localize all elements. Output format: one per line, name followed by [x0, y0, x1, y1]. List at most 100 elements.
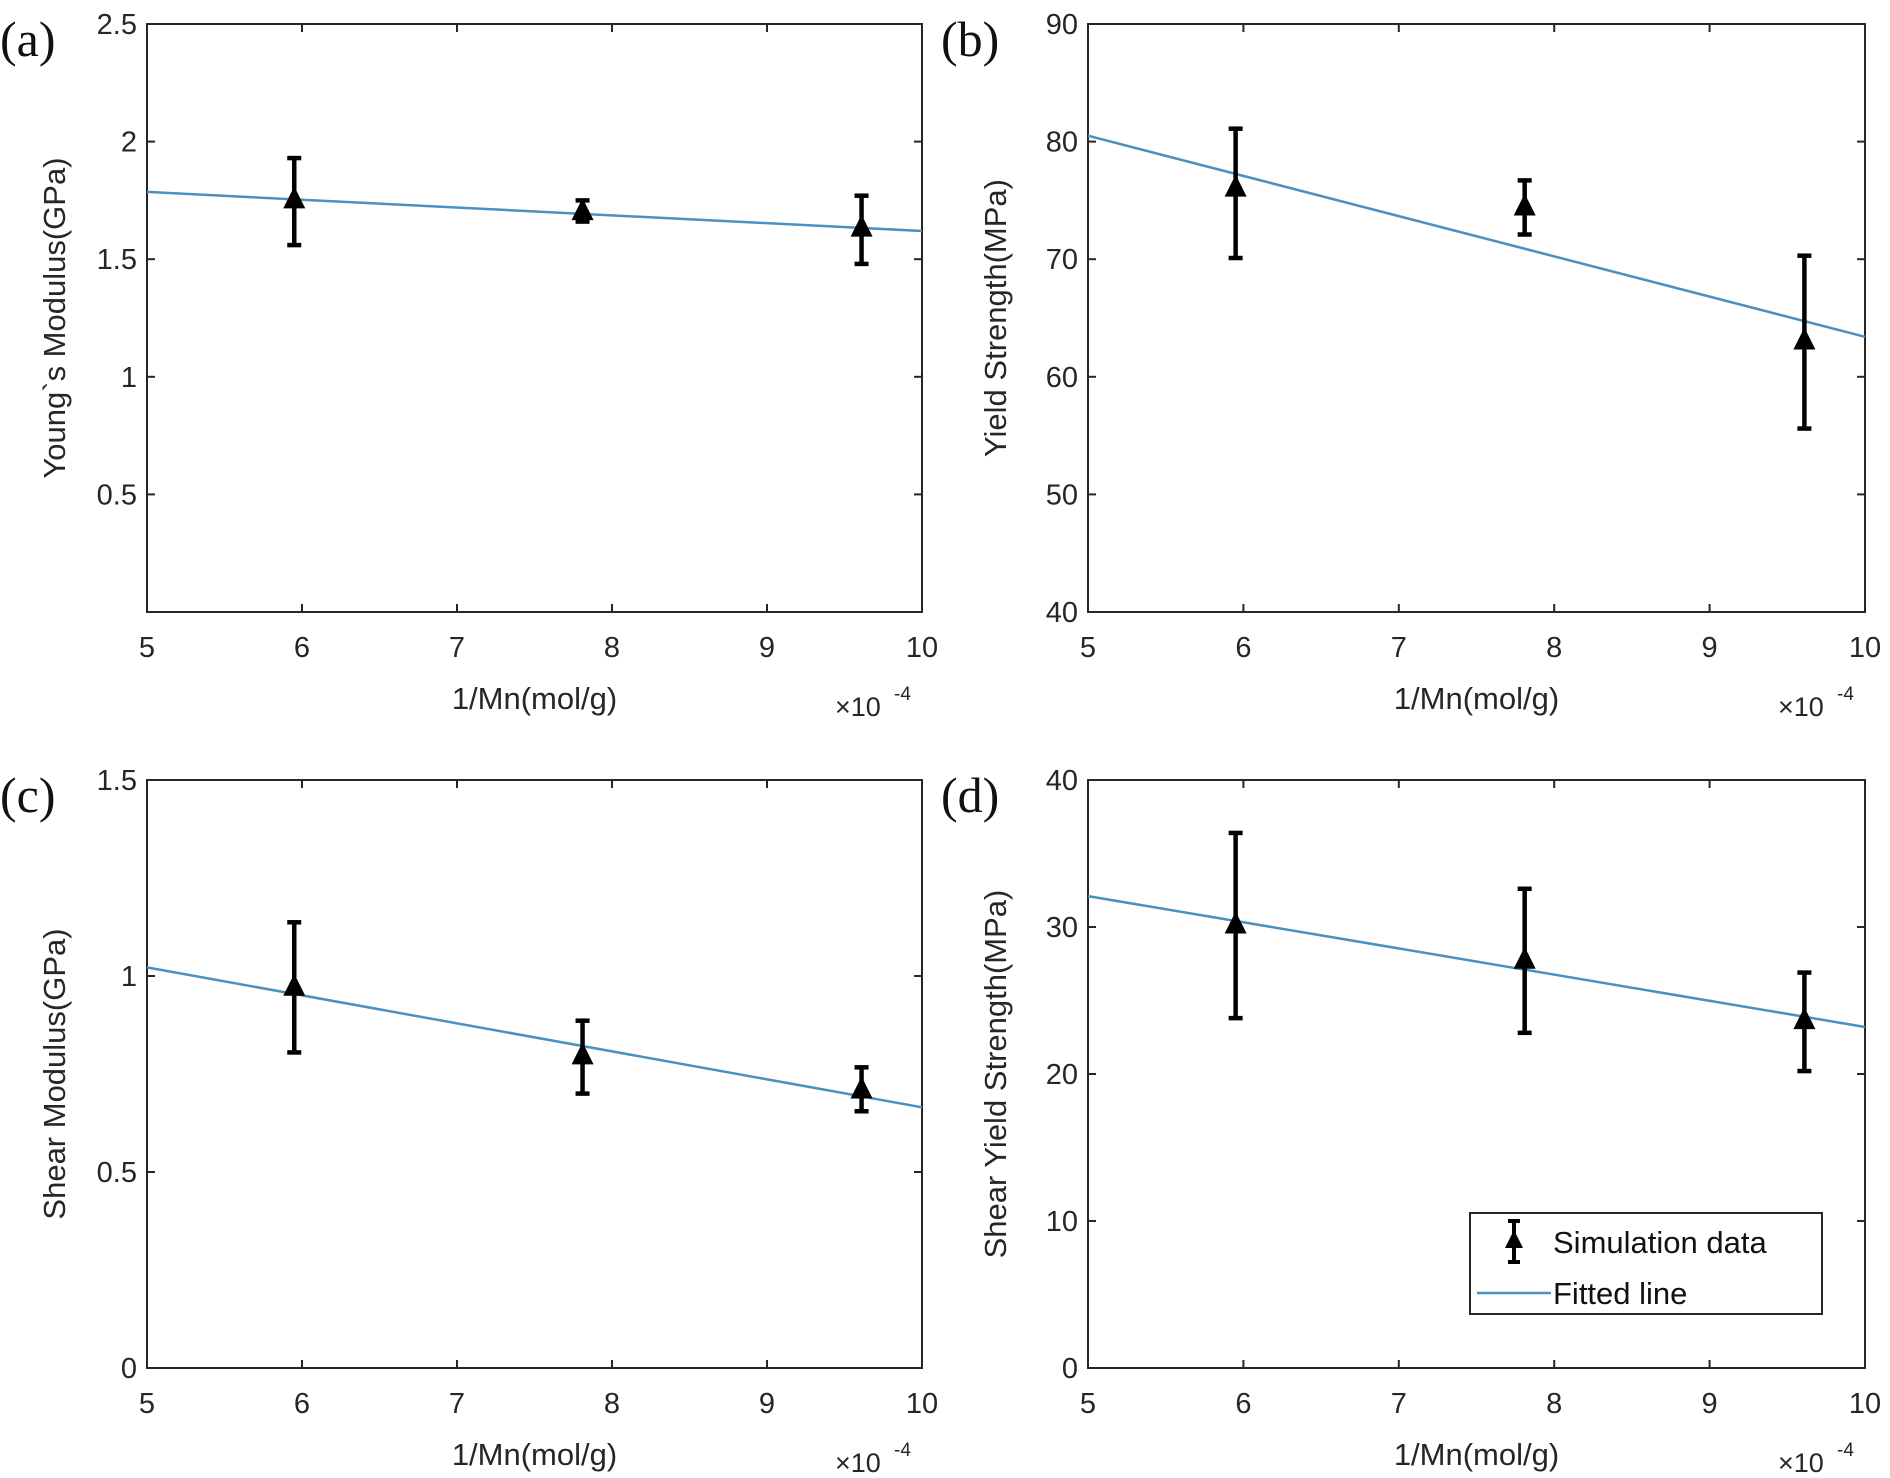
- triangle-marker: [850, 214, 873, 237]
- legend-box: [1469, 1212, 1823, 1315]
- y-tick-label: 1: [121, 362, 137, 394]
- panel-c: 5 6 7 8 9 10 0 0.5 1 1.5 1/Mn(mol/g) Shear Modulus(…: [0, 765, 938, 1478]
- x-axis-multiplier: ×10: [1778, 692, 1824, 722]
- x-axis-multiplier: ×10: [835, 692, 881, 722]
- y-tick-label: 10: [1046, 1206, 1078, 1238]
- y-tick-label: 0: [121, 1353, 137, 1385]
- panel-b: 5 6 7 8 9 10 40 50 60 70 80 90 1/Mn(mol/g) Yield Stre…: [941, 9, 1881, 722]
- data-point: [283, 920, 306, 1055]
- legend-marker-simulation-data: [1505, 1219, 1523, 1264]
- data-point: [1224, 126, 1247, 261]
- x-tick-label: 6: [1235, 1388, 1251, 1420]
- x-tick-label: 6: [294, 1388, 310, 1420]
- y-tick-label: 1.5: [97, 765, 137, 797]
- x-axis-label: 1/Mn(mol/g): [452, 681, 617, 716]
- panel-label: (a): [0, 11, 56, 67]
- triangle-marker: [1224, 911, 1247, 934]
- y-axis-label: Shear Modulus(GPa): [37, 928, 72, 1219]
- x-axis-multiplier-exponent: -4: [894, 684, 911, 705]
- y-tick-label: 2.5: [97, 9, 137, 41]
- data-point: [850, 193, 873, 267]
- data-point: [283, 155, 306, 248]
- plot-frame: [1087, 23, 1866, 613]
- y-tick-label: 1.5: [97, 244, 137, 276]
- data-point: [1224, 830, 1247, 1021]
- x-tick-label: 5: [1080, 632, 1096, 664]
- data-point: [571, 1018, 594, 1096]
- x-tick-label: 10: [906, 1388, 938, 1420]
- y-tick-label: 1: [121, 961, 137, 993]
- panel-d: 5 6 7 8 9 10 0 10 20 30 40 1/Mn(mol/g) Shear Yield S…: [941, 765, 1881, 1478]
- x-axis-multiplier: ×10: [835, 1448, 881, 1478]
- triangle-marker: [1224, 174, 1247, 197]
- legend-label-fitted-line: Fitted line: [1553, 1276, 1687, 1311]
- x-axis-label: 1/Mn(mol/g): [1394, 681, 1559, 716]
- x-tick-label: 8: [1546, 1388, 1562, 1420]
- fitted-line: [146, 190, 923, 233]
- x-tick-label: 10: [1849, 632, 1881, 664]
- x-axis-multiplier: ×10: [1778, 1448, 1824, 1478]
- triangle-marker: [1793, 1007, 1816, 1030]
- x-axis-multiplier-exponent: -4: [1837, 684, 1854, 705]
- x-tick-label: 9: [759, 1388, 775, 1420]
- triangle-marker: [283, 186, 306, 209]
- x-tick-label: 5: [139, 1388, 155, 1420]
- data-point: [1793, 970, 1816, 1074]
- plot-frame: [146, 779, 923, 1369]
- x-tick-label: 9: [1702, 1388, 1718, 1420]
- y-axis-label: Shear Yield Strength(MPa): [978, 890, 1013, 1259]
- x-tick-label: 8: [604, 632, 620, 664]
- y-tick-label: 40: [1046, 765, 1078, 797]
- fitted-line: [1087, 894, 1866, 1029]
- panel-label: (c): [0, 767, 56, 823]
- x-tick-label: 9: [1702, 632, 1718, 664]
- x-tick-label: 5: [139, 632, 155, 664]
- x-tick-label: 5: [1080, 1388, 1096, 1420]
- triangle-marker: [571, 1042, 594, 1065]
- x-tick-label: 7: [449, 1388, 465, 1420]
- y-tick-label: 2: [121, 127, 137, 159]
- x-tick-label: 6: [294, 632, 310, 664]
- x-tick-label: 10: [906, 632, 938, 664]
- triangle-marker: [850, 1076, 873, 1099]
- data-point: [1513, 178, 1536, 237]
- x-tick-label: 7: [1391, 632, 1407, 664]
- x-tick-label: 8: [1546, 632, 1562, 664]
- y-tick-label: 0.5: [97, 1157, 137, 1189]
- x-axis-label: 1/Mn(mol/g): [452, 1437, 617, 1472]
- y-tick-label: 50: [1046, 479, 1078, 511]
- plot-frame: [146, 23, 923, 613]
- triangle-marker: [283, 973, 306, 996]
- data-point: [850, 1065, 873, 1114]
- panel-label: (b): [941, 11, 999, 67]
- triangle-marker: [1513, 193, 1536, 216]
- triangle-marker: [571, 198, 594, 221]
- y-tick-label: 0: [1062, 1353, 1078, 1385]
- x-tick-label: 10: [1849, 1388, 1881, 1420]
- x-axis-multiplier-exponent: -4: [894, 1440, 911, 1461]
- data-point: [571, 198, 594, 224]
- panels: 5 6 7 8 9 100.511.522.51/Mn(mol/g)Young`s Mod…: [0, 9, 1881, 1478]
- x-tick-label: 7: [1391, 1388, 1407, 1420]
- y-axis-label: Young`s Modulus(GPa): [37, 157, 72, 478]
- triangle-marker: [1793, 327, 1816, 350]
- data-point: [1793, 253, 1816, 431]
- y-tick-label: 40: [1046, 597, 1078, 629]
- x-tick-label: 7: [449, 632, 465, 664]
- fitted-line: [146, 966, 923, 1109]
- y-tick-label: 30: [1046, 912, 1078, 944]
- y-tick-label: 80: [1046, 127, 1078, 159]
- x-axis-label: 1/Mn(mol/g): [1394, 1437, 1559, 1472]
- x-tick-label: 9: [759, 632, 775, 664]
- x-axis-multiplier-exponent: -4: [1837, 1440, 1854, 1461]
- y-tick-label: 90: [1046, 9, 1078, 41]
- x-tick-label: 8: [604, 1388, 620, 1420]
- legend: Simulation data Fitted line: [1469, 1212, 1823, 1315]
- fitted-line: [1087, 134, 1866, 339]
- triangle-marker: [1513, 946, 1536, 969]
- data-point: [1513, 886, 1536, 1036]
- x-tick-label: 6: [1235, 632, 1251, 664]
- y-tick-label: 70: [1046, 244, 1078, 276]
- y-tick-label: 0.5: [97, 479, 137, 511]
